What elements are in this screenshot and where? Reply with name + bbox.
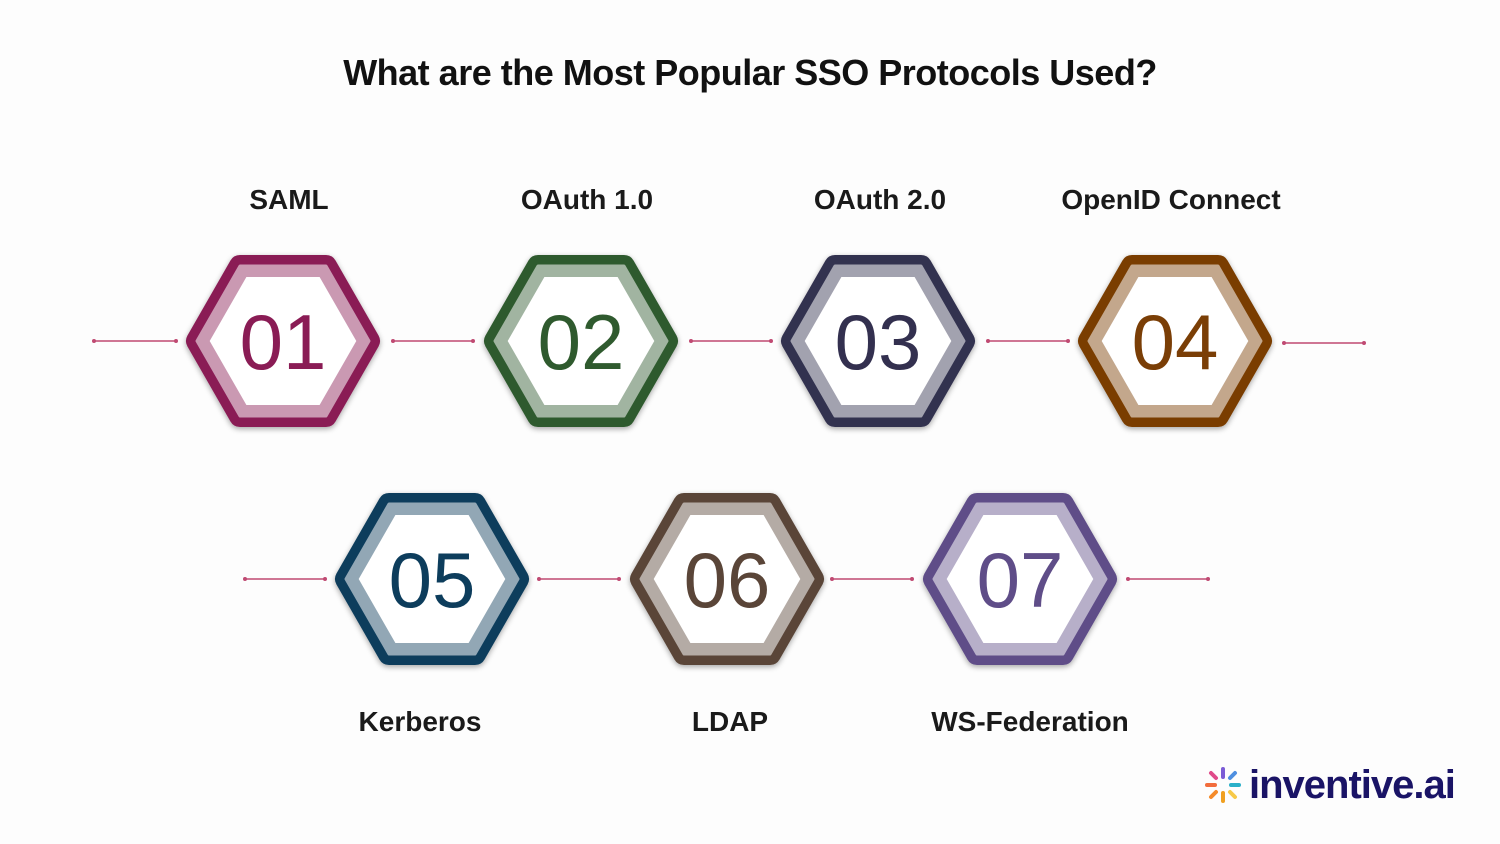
sparkle-logo-icon <box>1205 767 1241 803</box>
hexagon-02: 02 <box>484 255 678 427</box>
connector-dot <box>689 339 693 343</box>
page-title: What are the Most Popular SSO Protocols … <box>343 52 1157 93</box>
connector-dot <box>92 339 96 343</box>
hexagon-07: 07 <box>923 493 1117 665</box>
hexagon-number-07: 07 <box>977 536 1064 624</box>
hexagon-number-03: 03 <box>835 298 922 386</box>
hexagon-06: 06 <box>630 493 824 665</box>
hexagon-number-01: 01 <box>240 298 327 386</box>
connector-dot <box>910 577 914 581</box>
connector-dot <box>1206 577 1210 581</box>
connector-dot <box>986 339 990 343</box>
connector-dot <box>1362 341 1366 345</box>
hexagon-01: 01 <box>186 255 380 427</box>
label-oauth-1: OAuth 1.0 <box>520 184 654 215</box>
hexagon-number-06: 06 <box>684 536 771 624</box>
connector-dot <box>617 577 621 581</box>
hexagon-05: 05 <box>335 493 529 665</box>
connector-dot <box>471 339 475 343</box>
hexagon-03: 03 <box>781 255 975 427</box>
connector-dot <box>323 577 327 581</box>
connector-dot <box>537 577 541 581</box>
connector-dot <box>174 339 178 343</box>
label-ws-federation: WS-Federation <box>931 706 1129 737</box>
label-ldap: LDAP <box>691 706 769 737</box>
connector-dot <box>769 339 773 343</box>
hexagon-number-05: 05 <box>389 536 476 624</box>
hexagon-04: 04 <box>1078 255 1272 427</box>
connector-dot <box>391 339 395 343</box>
label-kerberos: Kerberos <box>358 706 482 737</box>
hexagon-number-04: 04 <box>1132 298 1219 386</box>
label-openid-connect: OpenID Connect <box>1061 184 1281 215</box>
hexagon-number-02: 02 <box>538 298 625 386</box>
connector-dot <box>1126 577 1130 581</box>
label-saml: SAML <box>249 184 329 215</box>
brand-logo-text: inventive.ai <box>1249 762 1456 807</box>
connector-dot <box>1282 341 1286 345</box>
connector-dot <box>830 577 834 581</box>
brand-logo: inventive.ai <box>1203 760 1456 810</box>
label-oauth-2: OAuth 2.0 <box>813 184 947 215</box>
connector-dot <box>243 577 247 581</box>
connector-dot <box>1066 339 1070 343</box>
